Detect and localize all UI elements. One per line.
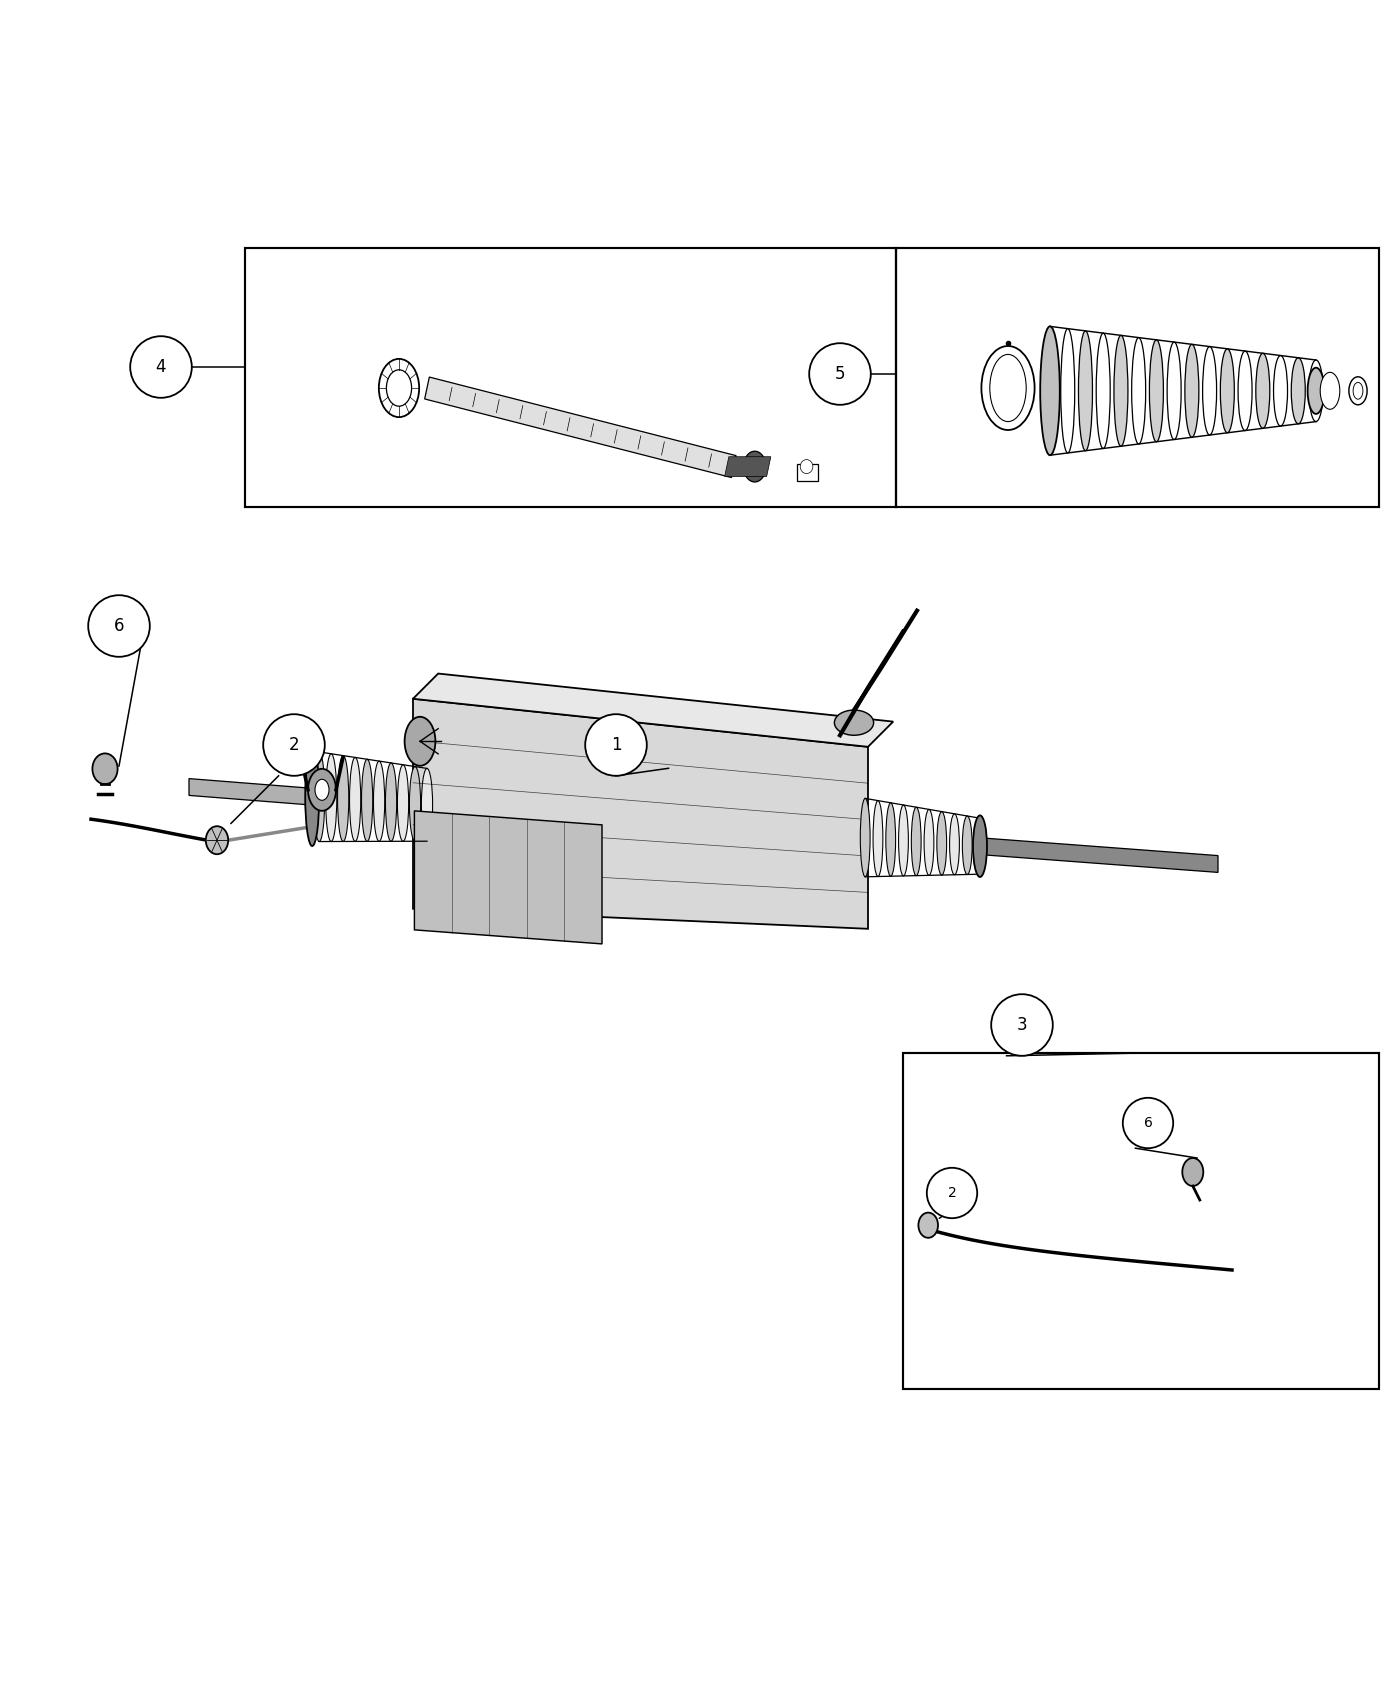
Polygon shape: [424, 377, 736, 478]
Bar: [903, 1052, 1379, 1389]
Ellipse shape: [743, 450, 766, 483]
Ellipse shape: [1352, 382, 1364, 399]
Circle shape: [130, 337, 192, 398]
Ellipse shape: [374, 762, 385, 842]
Ellipse shape: [1320, 372, 1340, 410]
Ellipse shape: [1350, 377, 1366, 405]
Ellipse shape: [1131, 338, 1145, 444]
Ellipse shape: [398, 765, 409, 842]
Ellipse shape: [1182, 1158, 1203, 1187]
Text: 2: 2: [948, 1187, 956, 1200]
Polygon shape: [413, 699, 868, 928]
Ellipse shape: [326, 753, 337, 842]
Ellipse shape: [1309, 360, 1323, 422]
Ellipse shape: [92, 753, 118, 784]
Ellipse shape: [1114, 335, 1128, 445]
Ellipse shape: [337, 755, 349, 842]
Ellipse shape: [1168, 342, 1182, 440]
Circle shape: [263, 714, 325, 775]
Ellipse shape: [409, 767, 420, 842]
Ellipse shape: [899, 806, 909, 876]
Polygon shape: [413, 673, 893, 746]
Ellipse shape: [918, 1212, 938, 1238]
Ellipse shape: [911, 808, 921, 876]
Ellipse shape: [1308, 367, 1324, 413]
Ellipse shape: [206, 826, 228, 853]
Text: 5: 5: [834, 366, 846, 382]
Circle shape: [809, 343, 871, 405]
Ellipse shape: [1078, 332, 1092, 450]
Circle shape: [88, 595, 150, 656]
Text: 1: 1: [610, 736, 622, 755]
Ellipse shape: [386, 371, 412, 406]
Ellipse shape: [385, 763, 396, 842]
Ellipse shape: [801, 459, 813, 474]
Ellipse shape: [973, 816, 987, 877]
Ellipse shape: [1238, 350, 1252, 430]
Circle shape: [1123, 1098, 1173, 1148]
Ellipse shape: [834, 711, 874, 736]
Text: 3: 3: [1016, 1017, 1028, 1034]
Ellipse shape: [962, 816, 972, 874]
Ellipse shape: [315, 779, 329, 801]
Ellipse shape: [860, 799, 871, 877]
Ellipse shape: [1221, 348, 1235, 434]
Ellipse shape: [1043, 326, 1057, 456]
Text: 6: 6: [113, 617, 125, 636]
Ellipse shape: [308, 768, 336, 811]
Bar: [896, 248, 1379, 507]
Bar: [245, 248, 896, 507]
Polygon shape: [980, 838, 1218, 872]
Ellipse shape: [886, 802, 896, 876]
Circle shape: [585, 714, 647, 775]
Ellipse shape: [305, 748, 319, 847]
Ellipse shape: [1291, 357, 1305, 423]
Ellipse shape: [874, 801, 883, 877]
Text: 6: 6: [1144, 1115, 1152, 1130]
Ellipse shape: [379, 359, 419, 416]
Circle shape: [927, 1168, 977, 1219]
Text: 2: 2: [288, 736, 300, 755]
Ellipse shape: [1096, 333, 1110, 449]
Ellipse shape: [1061, 328, 1075, 452]
Ellipse shape: [937, 811, 946, 876]
Ellipse shape: [1184, 345, 1198, 437]
Polygon shape: [189, 779, 322, 806]
Bar: [797, 464, 818, 481]
Text: 4: 4: [155, 359, 167, 376]
Ellipse shape: [974, 818, 984, 874]
Polygon shape: [414, 811, 602, 944]
Ellipse shape: [1256, 354, 1270, 428]
Ellipse shape: [924, 809, 934, 876]
Ellipse shape: [949, 814, 959, 876]
Ellipse shape: [981, 347, 1035, 430]
Ellipse shape: [1149, 340, 1163, 442]
Ellipse shape: [314, 751, 325, 842]
Ellipse shape: [421, 768, 433, 842]
Ellipse shape: [405, 717, 435, 765]
Ellipse shape: [350, 758, 361, 842]
Ellipse shape: [990, 354, 1026, 422]
Ellipse shape: [1203, 347, 1217, 435]
Ellipse shape: [1274, 355, 1288, 427]
Polygon shape: [725, 457, 771, 476]
Ellipse shape: [361, 760, 372, 842]
Circle shape: [991, 994, 1053, 1056]
Ellipse shape: [1040, 326, 1060, 456]
